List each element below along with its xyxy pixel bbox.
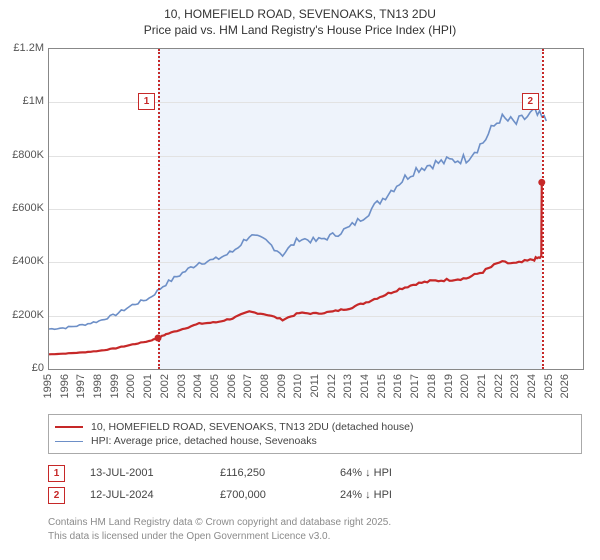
- x-tick-label: 1996: [59, 374, 71, 398]
- x-tick-label: 2024: [526, 374, 538, 398]
- x-tick-label: 1995: [42, 374, 54, 398]
- y-tick-label: £600K: [12, 202, 44, 214]
- x-tick-label: 2004: [192, 374, 204, 398]
- x-tick-label: 2011: [309, 374, 321, 398]
- chart-plot-area: 12: [48, 48, 584, 370]
- sale-diff-1: 64% ↓ HPI: [340, 467, 540, 479]
- x-tick-label: 2009: [276, 374, 288, 398]
- x-tick-label: 2021: [476, 374, 488, 398]
- sale-marker-2: 2: [48, 487, 65, 504]
- y-tick-label: £800K: [12, 149, 44, 161]
- x-tick-label: 2010: [292, 374, 304, 398]
- x-tick-label: 2026: [559, 374, 571, 398]
- y-tick-label: £1M: [23, 95, 44, 107]
- chart-title: 10, HOMEFIELD ROAD, SEVENOAKS, TN13 2DU …: [0, 0, 600, 38]
- sale-row-2: 2 12-JUL-2024 £700,000 24% ↓ HPI: [48, 484, 582, 506]
- x-tick-label: 2005: [209, 374, 221, 398]
- x-tick-label: 2012: [326, 374, 338, 398]
- sale-price-1: £116,250: [220, 467, 340, 479]
- legend-swatch-prop: [55, 426, 83, 428]
- chart-svg: [49, 49, 583, 369]
- x-tick-label: 1997: [75, 374, 87, 398]
- x-tick-label: 2013: [342, 374, 354, 398]
- legend-swatch-hpi: [55, 441, 83, 442]
- series-prop: [49, 182, 542, 354]
- x-tick-label: 2003: [176, 374, 188, 398]
- sales-table: 1 13-JUL-2001 £116,250 64% ↓ HPI 2 12-JU…: [48, 462, 582, 506]
- x-tick-label: 2022: [493, 374, 505, 398]
- x-tick-label: 2025: [543, 374, 555, 398]
- x-tick-label: 2006: [226, 374, 238, 398]
- x-tick-label: 2008: [259, 374, 271, 398]
- x-tick-label: 2001: [142, 374, 154, 398]
- series-hpi: [49, 109, 546, 329]
- legend-item-prop: 10, HOMEFIELD ROAD, SEVENOAKS, TN13 2DU …: [55, 421, 575, 433]
- sale-marker-1: 1: [48, 465, 65, 482]
- chart-marker-1: 1: [138, 93, 155, 110]
- footer-attribution: Contains HM Land Registry data © Crown c…: [48, 516, 391, 543]
- y-tick-label: £200K: [12, 309, 44, 321]
- x-tick-label: 2000: [125, 374, 137, 398]
- event-vline: [542, 49, 544, 369]
- sale-row-1: 1 13-JUL-2001 £116,250 64% ↓ HPI: [48, 462, 582, 484]
- x-tick-label: 2017: [409, 374, 421, 398]
- footer-line-2: This data is licensed under the Open Gov…: [48, 530, 391, 544]
- title-line-1: 10, HOMEFIELD ROAD, SEVENOAKS, TN13 2DU: [0, 6, 600, 22]
- x-tick-label: 2023: [509, 374, 521, 398]
- title-line-2: Price paid vs. HM Land Registry's House …: [0, 22, 600, 38]
- x-tick-label: 2019: [443, 374, 455, 398]
- x-tick-label: 2018: [426, 374, 438, 398]
- legend-label-hpi: HPI: Average price, detached house, Seve…: [91, 435, 317, 447]
- sale-price-2: £700,000: [220, 489, 340, 501]
- y-tick-label: £1.2M: [13, 42, 44, 54]
- legend-box: 10, HOMEFIELD ROAD, SEVENOAKS, TN13 2DU …: [48, 414, 582, 454]
- chart-marker-2: 2: [522, 93, 539, 110]
- sale-date-1: 13-JUL-2001: [90, 467, 220, 479]
- x-tick-label: 2016: [392, 374, 404, 398]
- y-tick-label: £400K: [12, 255, 44, 267]
- event-vline: [158, 49, 160, 369]
- y-tick-label: £0: [32, 362, 44, 374]
- x-tick-label: 2015: [376, 374, 388, 398]
- sale-diff-2: 24% ↓ HPI: [340, 489, 540, 501]
- sale-date-2: 12-JUL-2024: [90, 489, 220, 501]
- x-tick-label: 2020: [459, 374, 471, 398]
- x-tick-label: 1999: [109, 374, 121, 398]
- legend-label-prop: 10, HOMEFIELD ROAD, SEVENOAKS, TN13 2DU …: [91, 421, 414, 433]
- x-tick-label: 2002: [159, 374, 171, 398]
- x-tick-label: 1998: [92, 374, 104, 398]
- footer-line-1: Contains HM Land Registry data © Crown c…: [48, 516, 391, 530]
- legend-item-hpi: HPI: Average price, detached house, Seve…: [55, 435, 575, 447]
- x-tick-label: 2007: [242, 374, 254, 398]
- x-tick-label: 2014: [359, 374, 371, 398]
